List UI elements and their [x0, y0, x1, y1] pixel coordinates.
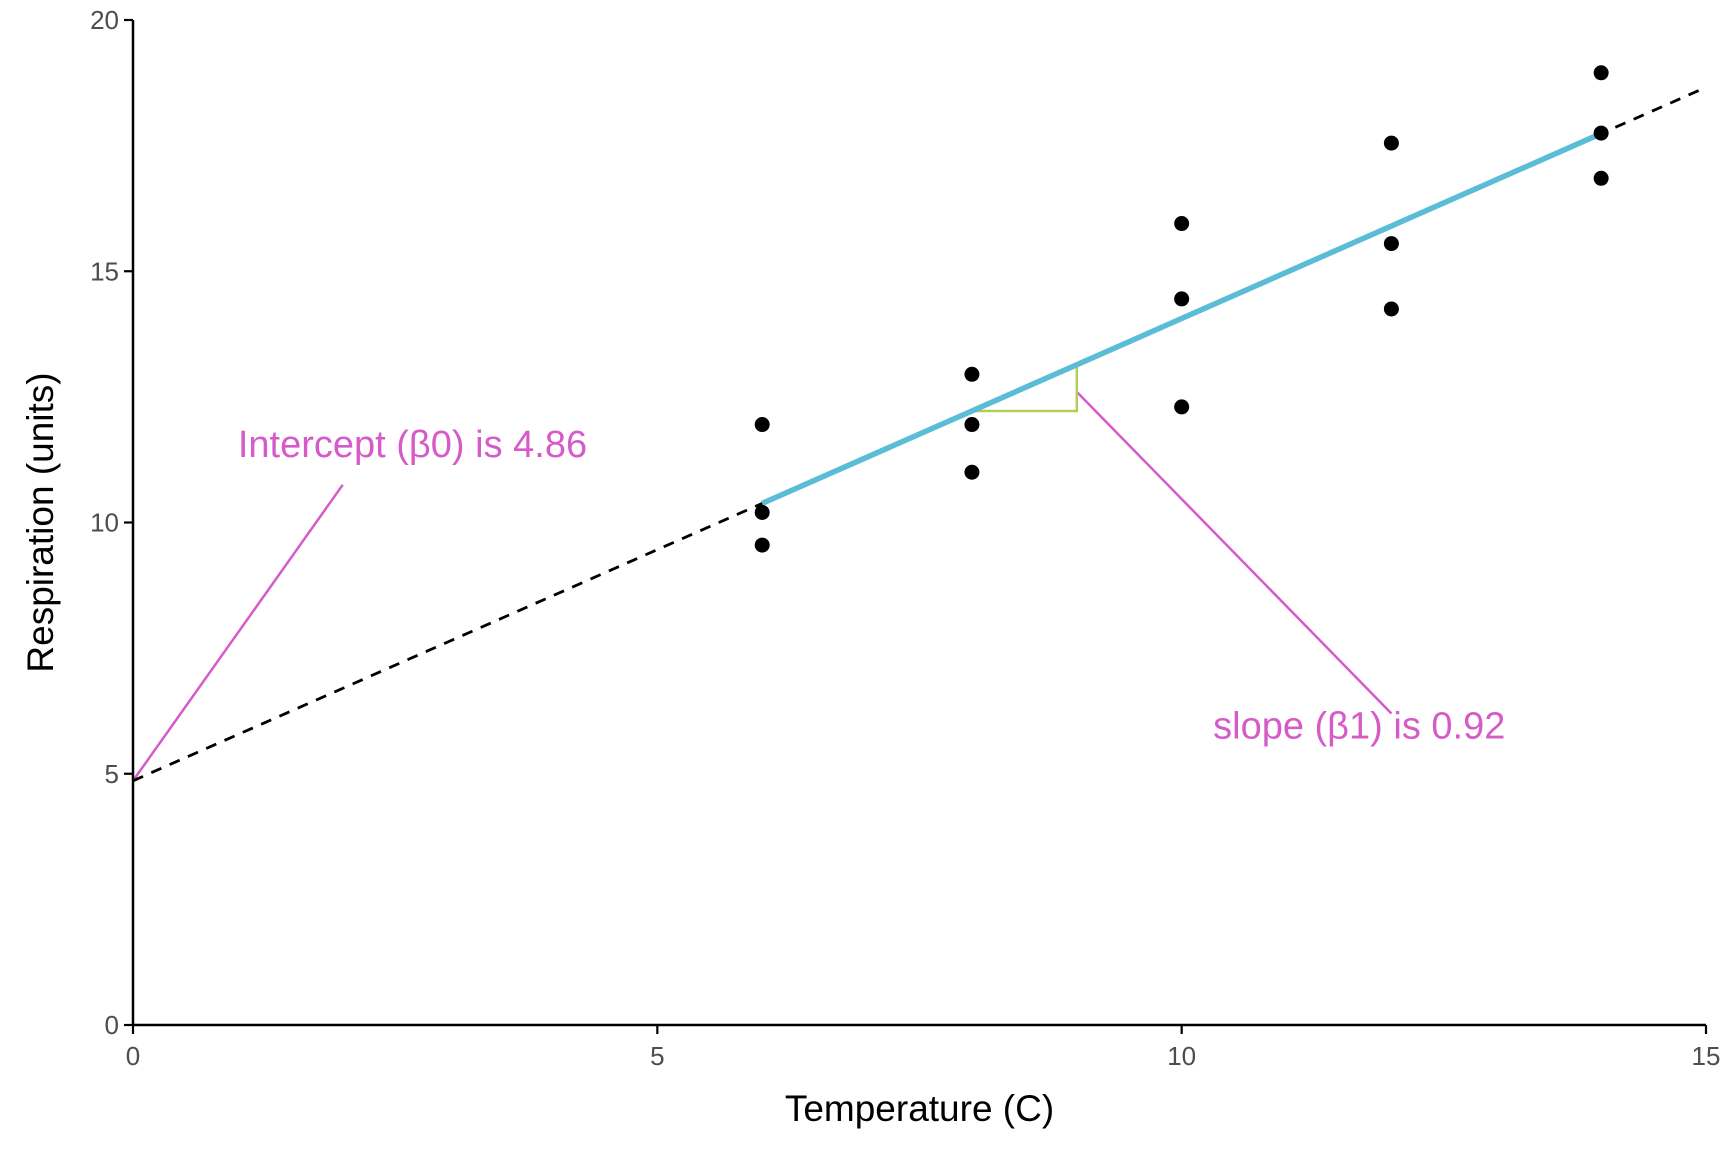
data-point	[754, 537, 770, 553]
slope-annotation: slope (β1) is 0.92	[1213, 706, 1505, 748]
y-tick-label: 5	[105, 759, 119, 789]
y-axis-title: Respiration (units)	[20, 372, 61, 672]
x-tick-label: 10	[1167, 1041, 1196, 1071]
x-tick-label: 15	[1692, 1041, 1721, 1071]
data-point	[1383, 301, 1399, 317]
regression-lines	[132, 86, 1707, 783]
fitted-line	[761, 131, 1603, 506]
axis-ticks: 0 5 10 15 0 5 10 15 20	[90, 5, 1720, 1071]
data-point	[964, 464, 980, 480]
data-point	[1174, 291, 1190, 307]
y-tick-label: 20	[90, 5, 119, 35]
data-point	[754, 504, 770, 520]
data-point	[1383, 236, 1399, 252]
y-tick-label: 15	[90, 256, 119, 286]
data-point	[1593, 170, 1609, 186]
x-tick-label: 0	[126, 1041, 140, 1071]
data-points	[754, 65, 1609, 553]
slope-leader-line	[1075, 390, 1393, 715]
y-tick-label: 0	[105, 1010, 119, 1040]
data-point	[754, 417, 770, 433]
x-tick-label: 5	[650, 1041, 664, 1071]
data-point	[964, 366, 980, 382]
data-point	[1383, 135, 1399, 151]
slope-triangle	[971, 364, 1079, 413]
data-point	[1593, 65, 1609, 81]
data-point	[1174, 216, 1190, 232]
intercept-annotation: Intercept (β0) is 4.86	[238, 424, 587, 466]
intercept-leader-line	[131, 484, 344, 782]
data-point	[1593, 125, 1609, 141]
annotation-leaders	[131, 390, 1393, 782]
x-axis-title: Temperature (C)	[785, 1088, 1054, 1129]
extrapolated-line	[132, 86, 1707, 783]
data-point	[1174, 399, 1190, 415]
y-tick-label: 10	[90, 508, 119, 538]
data-point	[964, 417, 980, 433]
